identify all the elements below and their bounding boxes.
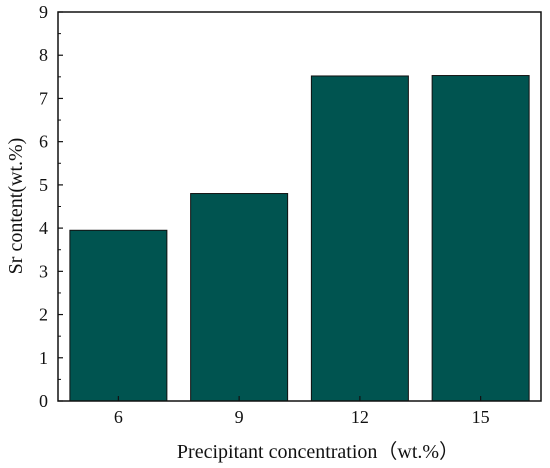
y-tick-label: 4	[39, 218, 48, 238]
y-tick-label: 5	[39, 175, 48, 195]
y-tick-label: 2	[39, 305, 48, 325]
bar-12	[310, 75, 409, 402]
x-tick-label: 15	[472, 407, 490, 427]
y-tick-label: 3	[39, 261, 48, 281]
y-tick-label: 0	[39, 391, 48, 411]
bars-layer	[69, 75, 530, 402]
y-tick-label: 9	[39, 2, 48, 22]
x-tick-label: 9	[235, 407, 244, 427]
y-axis: 0 1 2 3 4 5 6 7 8 9	[39, 2, 63, 411]
x-axis: 6 9 12 15	[114, 396, 490, 427]
y-axis-title: Sr content(wt.%)	[5, 138, 27, 275]
x-tick-label: 12	[351, 407, 369, 427]
x-axis-title: Precipitant concentration（wt.%）	[177, 440, 459, 463]
x-tick-label: 6	[114, 407, 123, 427]
y-tick-label: 7	[39, 88, 48, 108]
bar-9	[190, 193, 289, 402]
bar-6	[69, 229, 168, 402]
y-tick-label: 6	[39, 132, 48, 152]
bar-15	[431, 75, 530, 402]
y-tick-label: 8	[39, 45, 48, 65]
y-tick-label: 1	[39, 348, 48, 368]
